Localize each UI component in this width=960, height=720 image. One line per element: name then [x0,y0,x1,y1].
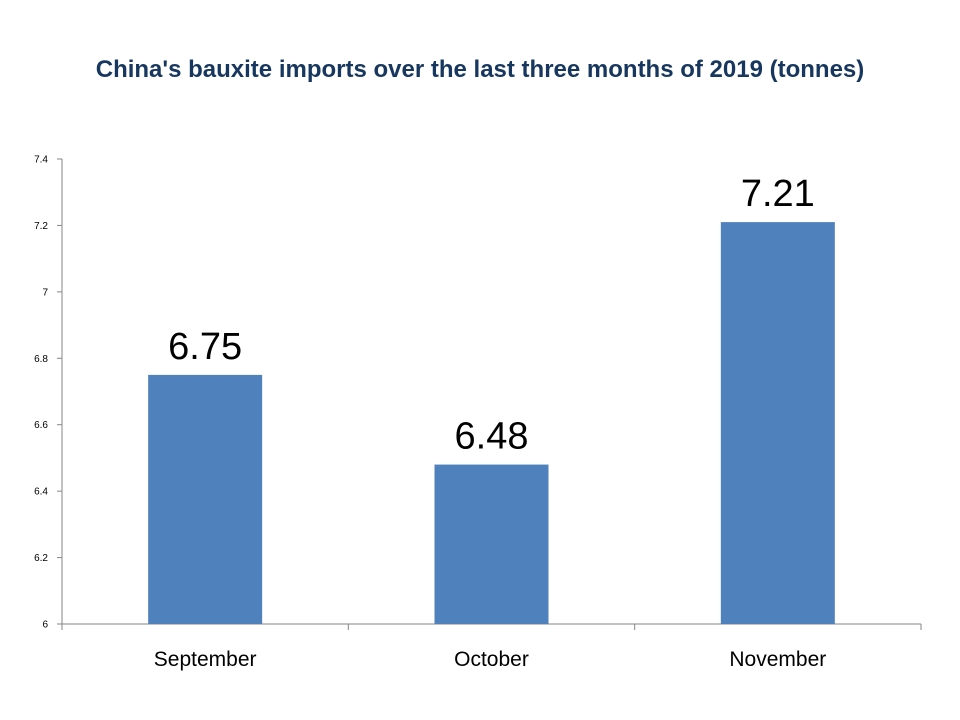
x-category-label: October [454,648,529,671]
y-tick-label: 7.2 [34,221,48,232]
y-tick-label: 7 [42,287,48,298]
bar [720,222,835,624]
y-tick-label: 7.4 [34,155,48,166]
chart-title: China's bauxite imports over the last th… [95,56,865,83]
bar [148,374,263,624]
y-tick-label: 6.4 [34,487,48,498]
x-category-label: November [729,648,826,671]
bar [434,464,549,624]
x-category-label: September [154,648,257,671]
data-label: 6.48 [455,416,529,458]
y-tick-label: 6.2 [34,553,48,564]
data-label: 6.75 [168,326,242,368]
y-tick-label: 6.6 [34,420,48,431]
data-label: 7.21 [741,173,815,215]
y-tick-label: 6.8 [34,354,48,365]
y-tick-label: 6 [42,620,48,631]
